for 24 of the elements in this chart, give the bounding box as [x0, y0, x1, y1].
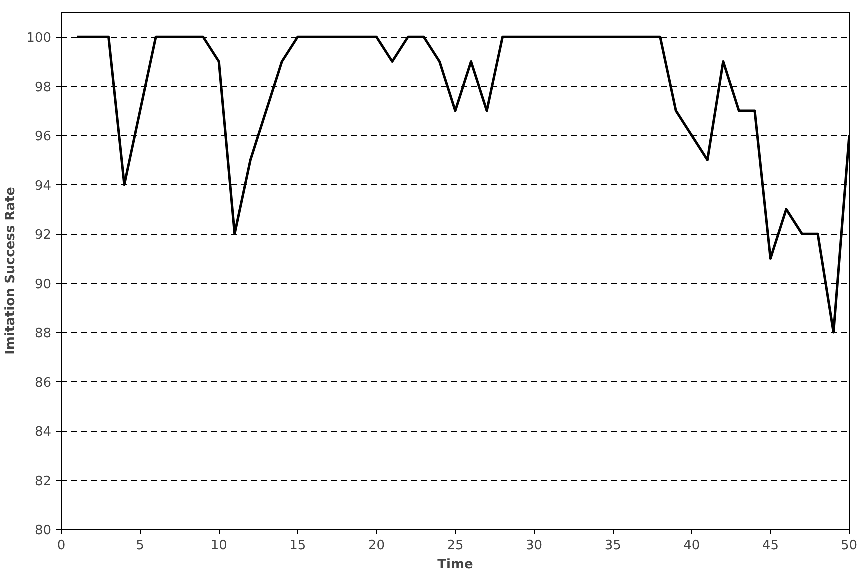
x-axis-title: Time	[438, 558, 474, 572]
y-tick-label: 86	[34, 376, 52, 391]
x-tick-label: 0	[57, 538, 66, 554]
y-tick-label: 100	[26, 31, 52, 46]
x-tick-label: 10	[210, 538, 228, 554]
y-tick-label: 92	[34, 228, 52, 244]
y-tick-label: 98	[34, 80, 52, 96]
y-tick-label: 82	[34, 474, 52, 490]
y-tick-label: 94	[34, 178, 52, 194]
x-tick-label: 50	[840, 538, 857, 554]
x-tick-label: 25	[447, 538, 464, 554]
x-tick-label: 45	[762, 538, 779, 554]
x-tick-label: 5	[136, 538, 144, 554]
y-axis-title: Imitation Success Rate	[4, 186, 19, 355]
x-tick-label: 20	[368, 538, 385, 554]
y-tick-label: 84	[34, 425, 52, 440]
x-tick-label: 15	[290, 538, 306, 554]
y-tick-label: 90	[34, 277, 52, 292]
x-tick-label: 30	[526, 538, 543, 554]
x-tick-label: 35	[604, 538, 622, 554]
y-tick-label: 80	[34, 524, 52, 538]
y-tick-label: 96	[34, 130, 52, 145]
y-tick-label: 88	[34, 326, 52, 342]
x-tick-label: 40	[684, 538, 700, 554]
